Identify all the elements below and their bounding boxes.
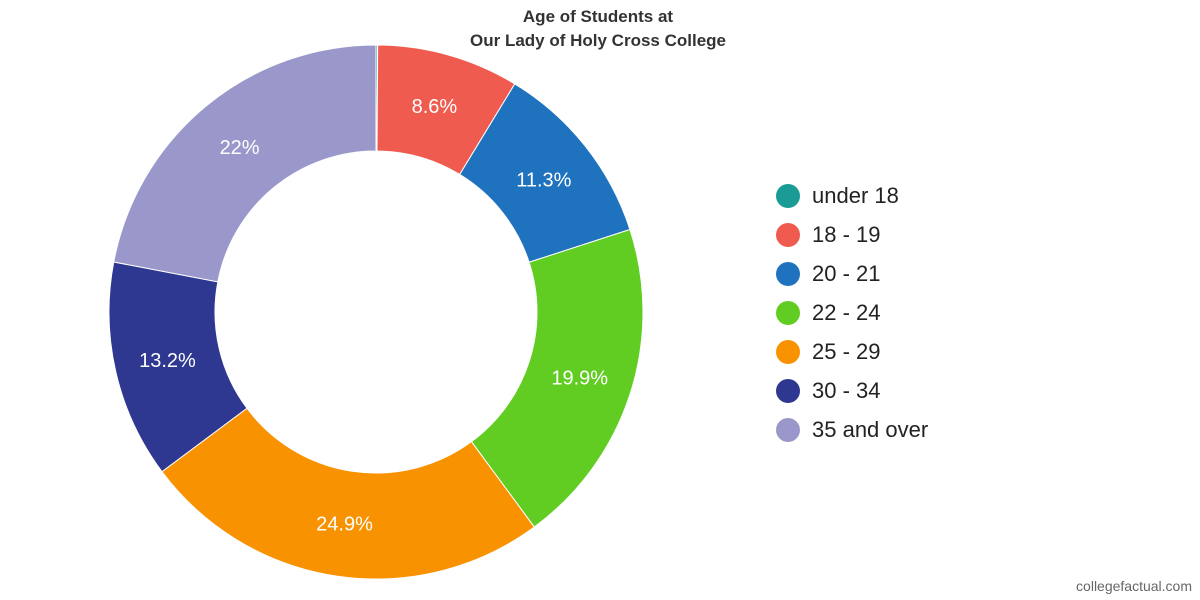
legend-marker bbox=[776, 183, 800, 208]
slice-label: 11.3% bbox=[516, 169, 571, 191]
chart-title-line-2: Our Lady of Holy Cross College bbox=[470, 31, 726, 50]
legend-item: under 18 bbox=[776, 176, 1036, 215]
donut-slices bbox=[108, 44, 644, 580]
watermark: collegefactual.com bbox=[1076, 578, 1192, 594]
legend-marker bbox=[776, 378, 800, 403]
legend-item: 30 - 34 bbox=[776, 371, 1036, 410]
legend-label: 25 - 29 bbox=[812, 338, 881, 364]
legend-item: 18 - 19 bbox=[776, 215, 1036, 254]
chart-legend: under 18 18 - 19 20 - 21 22 - 24 25 - 29 30 -… bbox=[776, 176, 1036, 449]
legend-marker bbox=[776, 417, 800, 442]
slice-label: 8.6% bbox=[412, 96, 458, 118]
slice-label: 24.9% bbox=[316, 514, 373, 536]
legend-label: 18 - 19 bbox=[812, 221, 881, 247]
legend-item: 22 - 24 bbox=[776, 293, 1036, 332]
legend-marker bbox=[776, 300, 800, 325]
slice-labels: 8.6% 11.3% 19.9% 24.9% 13.2% 22% bbox=[139, 96, 608, 536]
legend-item: 25 - 29 bbox=[776, 332, 1036, 371]
legend-item: 35 and over bbox=[776, 410, 1036, 449]
legend-marker bbox=[776, 261, 800, 286]
legend-label: 22 - 24 bbox=[812, 299, 881, 325]
legend-label: 20 - 21 bbox=[812, 260, 881, 286]
slice-label: 13.2% bbox=[139, 350, 196, 372]
legend-marker bbox=[776, 222, 800, 247]
chart-title-line-1: Age of Students at bbox=[523, 7, 674, 26]
donut-slice-22-24 bbox=[470, 228, 644, 528]
donut-slice-35-and-over bbox=[113, 44, 377, 283]
legend-item: 20 - 21 bbox=[776, 254, 1036, 293]
legend-label: under 18 bbox=[812, 182, 899, 208]
donut-slice-25-29 bbox=[161, 407, 535, 580]
legend-label: 35 and over bbox=[812, 416, 929, 442]
slice-label: 22% bbox=[220, 137, 260, 159]
legend-label: 30 - 34 bbox=[812, 377, 881, 403]
slice-label: 19.9% bbox=[551, 367, 608, 389]
legend-marker bbox=[776, 339, 800, 364]
